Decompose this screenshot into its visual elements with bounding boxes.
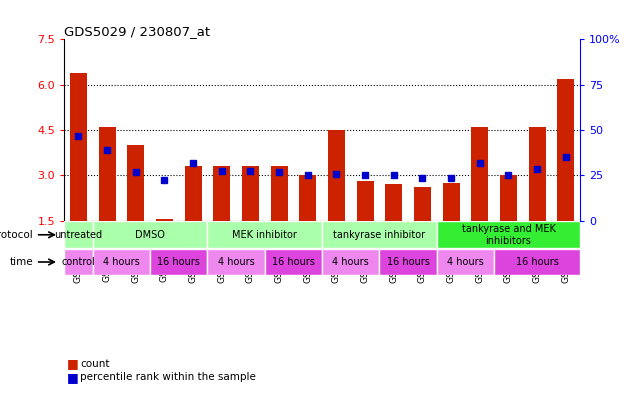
- Bar: [271, 166, 288, 221]
- Bar: [322, 250, 379, 275]
- Bar: [437, 221, 580, 248]
- Text: 4 hours: 4 hours: [333, 257, 369, 267]
- Text: protocol: protocol: [0, 230, 33, 240]
- Bar: [322, 221, 437, 248]
- Bar: [208, 250, 265, 275]
- Text: percentile rank within the sample: percentile rank within the sample: [80, 372, 256, 382]
- Text: control: control: [62, 257, 96, 267]
- Text: ■: ■: [67, 357, 79, 370]
- Bar: [557, 79, 574, 221]
- Bar: [528, 127, 545, 221]
- Bar: [379, 250, 437, 275]
- Text: count: count: [80, 358, 110, 369]
- Text: 4 hours: 4 hours: [103, 257, 140, 267]
- Text: 16 hours: 16 hours: [387, 257, 429, 267]
- Bar: [99, 127, 116, 221]
- Bar: [442, 183, 460, 221]
- Bar: [208, 221, 322, 248]
- Bar: [265, 250, 322, 275]
- Text: MEK inhibitor: MEK inhibitor: [232, 230, 297, 240]
- Bar: [93, 221, 208, 248]
- Text: untreated: untreated: [54, 230, 103, 240]
- Bar: [64, 221, 93, 248]
- Text: 4 hours: 4 hours: [447, 257, 484, 267]
- Bar: [471, 127, 488, 221]
- Text: 16 hours: 16 hours: [272, 257, 315, 267]
- Text: tankyrase and MEK
inhibitors: tankyrase and MEK inhibitors: [462, 224, 555, 246]
- Bar: [127, 145, 144, 221]
- Bar: [299, 175, 317, 221]
- Bar: [156, 219, 173, 221]
- Bar: [213, 166, 230, 221]
- Bar: [356, 182, 374, 221]
- Text: 16 hours: 16 hours: [157, 257, 200, 267]
- Bar: [385, 184, 403, 221]
- Text: ■: ■: [67, 371, 79, 384]
- Bar: [242, 166, 259, 221]
- Text: 4 hours: 4 hours: [218, 257, 254, 267]
- Bar: [414, 187, 431, 221]
- Bar: [328, 130, 345, 221]
- Bar: [70, 73, 87, 221]
- Bar: [500, 175, 517, 221]
- Text: 16 hours: 16 hours: [515, 257, 558, 267]
- Text: DMSO: DMSO: [135, 230, 165, 240]
- Bar: [150, 250, 208, 275]
- Bar: [64, 250, 93, 275]
- Bar: [93, 250, 150, 275]
- Text: tankyrase inhibitor: tankyrase inhibitor: [333, 230, 426, 240]
- Text: time: time: [10, 257, 33, 267]
- Bar: [185, 166, 202, 221]
- Bar: [437, 250, 494, 275]
- Bar: [494, 250, 580, 275]
- Text: GDS5029 / 230807_at: GDS5029 / 230807_at: [64, 25, 210, 38]
